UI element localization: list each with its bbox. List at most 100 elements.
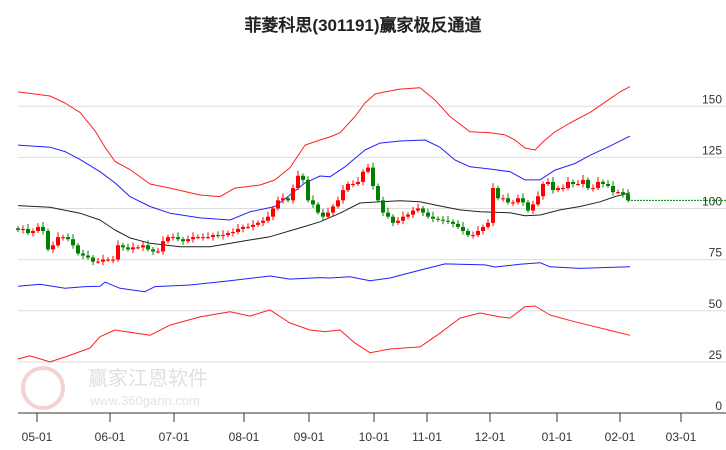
watermark-url: www.360gann.com bbox=[89, 393, 200, 408]
channel-lines bbox=[17, 86, 631, 363]
candle-down bbox=[621, 188, 625, 198]
candle-down bbox=[301, 173, 305, 184]
candles bbox=[16, 162, 726, 266]
candle-body bbox=[376, 186, 380, 201]
candle-body bbox=[161, 241, 165, 252]
candle-body bbox=[516, 198, 520, 203]
candle-up bbox=[356, 177, 360, 187]
candle-up bbox=[61, 234, 65, 241]
series-lower-outer bbox=[17, 305, 631, 363]
candle-down bbox=[441, 216, 445, 225]
x-tick-label: 06-01 bbox=[95, 430, 126, 444]
candle-up bbox=[226, 230, 230, 238]
candle-body bbox=[36, 226, 40, 231]
candle-body bbox=[71, 239, 75, 246]
candle-up bbox=[276, 196, 280, 211]
candle-down bbox=[91, 255, 95, 266]
candle-body bbox=[331, 206, 335, 213]
candle-body bbox=[596, 181, 600, 189]
candle-body bbox=[231, 232, 235, 234]
candle-up bbox=[36, 223, 40, 234]
candle-up bbox=[211, 232, 215, 241]
candle-body bbox=[486, 222, 490, 227]
candle-up bbox=[596, 177, 600, 191]
candle-body bbox=[186, 239, 190, 242]
candle-up bbox=[471, 231, 475, 239]
candle-body bbox=[56, 237, 60, 246]
candle-body bbox=[211, 235, 215, 238]
candle-up bbox=[331, 204, 335, 217]
candle-down bbox=[451, 219, 455, 228]
y-tick-label: 150 bbox=[702, 92, 722, 106]
candle-body bbox=[456, 223, 460, 227]
candle-down bbox=[521, 193, 525, 206]
candle-down bbox=[506, 193, 510, 205]
candle-body bbox=[296, 175, 300, 189]
candle-body bbox=[526, 202, 530, 211]
candle-body bbox=[136, 247, 140, 249]
x-tick-label: 12-01 bbox=[475, 430, 506, 444]
candle-up bbox=[346, 181, 350, 193]
x-tick-label: 09-01 bbox=[294, 430, 325, 444]
chart-title: 菲菱科思(301191)赢家极反通道 bbox=[244, 15, 481, 35]
candle-body bbox=[386, 212, 390, 217]
candle-body bbox=[441, 219, 445, 221]
candle-up bbox=[481, 224, 485, 235]
candle-up bbox=[336, 196, 340, 209]
candle-up bbox=[546, 178, 550, 187]
candle-body bbox=[66, 237, 70, 240]
candle-down bbox=[381, 196, 385, 217]
candle-body bbox=[311, 200, 315, 205]
candle-down bbox=[46, 228, 50, 252]
candle-body bbox=[411, 210, 415, 215]
candle-down bbox=[181, 236, 185, 245]
watermark: 赢家江恩软件 www.360gann.com bbox=[21, 366, 208, 410]
candle-body bbox=[286, 198, 290, 201]
candle-up bbox=[196, 234, 200, 240]
candle-up bbox=[106, 257, 110, 262]
candle-up bbox=[616, 189, 620, 195]
candle-down bbox=[446, 215, 450, 224]
candle-body bbox=[291, 188, 295, 201]
candle-up bbox=[261, 217, 265, 227]
candle-down bbox=[16, 225, 20, 233]
candle-body bbox=[501, 198, 505, 200]
candle-up bbox=[531, 200, 535, 215]
candle-body bbox=[226, 233, 230, 236]
candle-down bbox=[526, 199, 530, 213]
candle-down bbox=[66, 233, 70, 242]
candle-body bbox=[206, 237, 210, 239]
candle-body bbox=[246, 226, 250, 228]
candle-body bbox=[86, 255, 90, 258]
x-tick-label: 02-01 bbox=[605, 430, 636, 444]
candle-body bbox=[621, 192, 625, 195]
candle-body bbox=[496, 188, 500, 199]
candle-body bbox=[146, 245, 150, 250]
candle-up bbox=[266, 211, 270, 223]
candle-up bbox=[296, 170, 300, 191]
candle-down bbox=[436, 216, 440, 222]
candle-body bbox=[236, 228, 240, 233]
candle-down bbox=[611, 181, 615, 196]
candle-body bbox=[241, 226, 245, 229]
candle-up bbox=[131, 242, 135, 253]
x-tick-label: 03-01 bbox=[666, 430, 697, 444]
candle-down bbox=[316, 201, 320, 215]
candle-up bbox=[141, 241, 145, 251]
candle-down bbox=[461, 221, 465, 235]
candle-up bbox=[231, 228, 235, 237]
candle-up bbox=[256, 220, 260, 227]
candle-body bbox=[301, 175, 305, 180]
candle-down bbox=[601, 179, 605, 188]
candle-body bbox=[431, 216, 435, 219]
candle-body bbox=[591, 188, 595, 190]
candle-body bbox=[76, 245, 80, 254]
candle-down bbox=[126, 243, 130, 252]
candle-down bbox=[146, 240, 150, 252]
candle-down bbox=[151, 246, 155, 255]
candle-body bbox=[581, 179, 585, 184]
candle-body bbox=[171, 237, 175, 239]
candle-body bbox=[466, 230, 470, 236]
x-tick-label: 11-01 bbox=[412, 430, 442, 444]
candle-body bbox=[151, 249, 155, 252]
